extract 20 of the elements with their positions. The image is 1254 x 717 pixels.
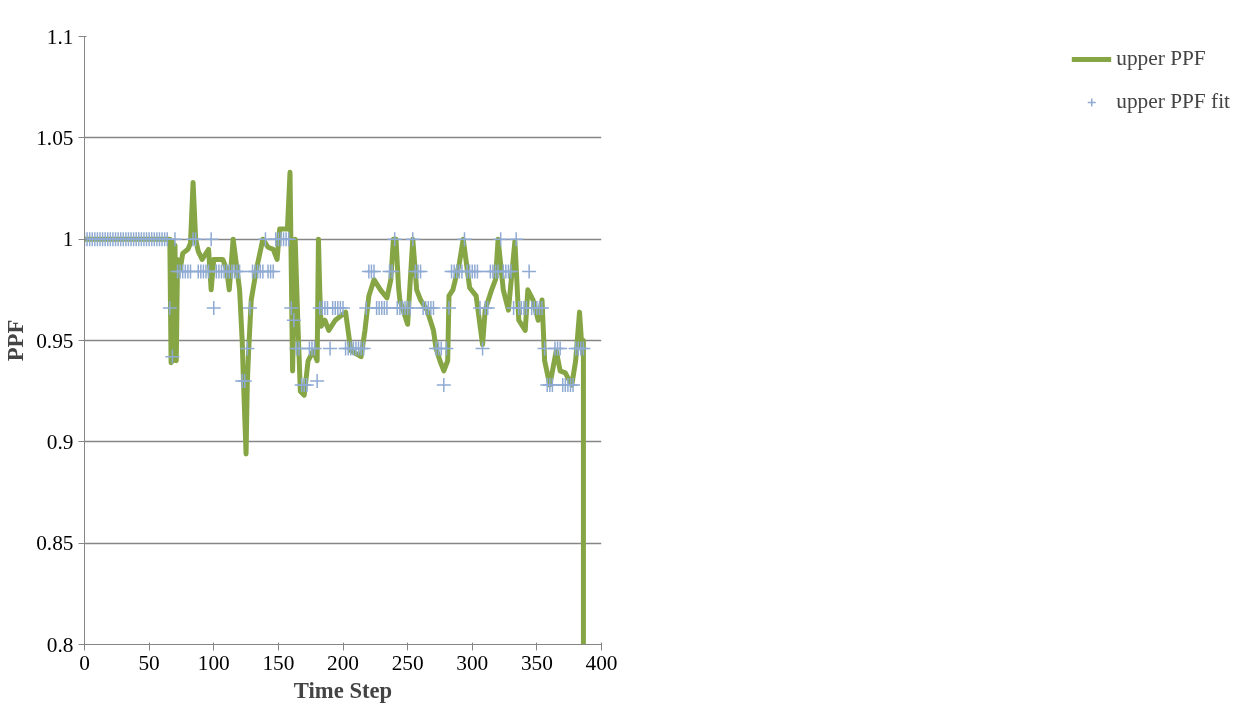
x-tick-label: 300 <box>456 650 489 675</box>
x-tick-label: 350 <box>520 650 553 675</box>
x-tick-label: 400 <box>585 650 618 675</box>
y-tick-label: 0.8 <box>46 632 74 657</box>
x-axis-title: Time Step <box>293 677 393 703</box>
legend-label: upper PPF <box>1116 46 1206 71</box>
y-tick-label: 1.05 <box>36 125 74 150</box>
x-tick-label: 200 <box>327 650 359 675</box>
y-tick-label: 1 <box>62 227 74 252</box>
x-tick-label: 50 <box>138 650 160 675</box>
y-tick-label: 1.1 <box>46 24 74 49</box>
x-tick-label: 0 <box>79 650 90 675</box>
y-tick-label: 0.9 <box>46 429 74 454</box>
x-tick-label: 100 <box>197 650 230 675</box>
legend-label: upper PPF fit <box>1116 89 1230 114</box>
x-tick-label: 150 <box>262 650 295 675</box>
y-axis-title: PPF <box>3 319 29 362</box>
y-tick-label: 0.85 <box>36 531 74 556</box>
y-tick-label: 0.95 <box>36 328 74 353</box>
x-tick-label: 250 <box>391 650 424 675</box>
